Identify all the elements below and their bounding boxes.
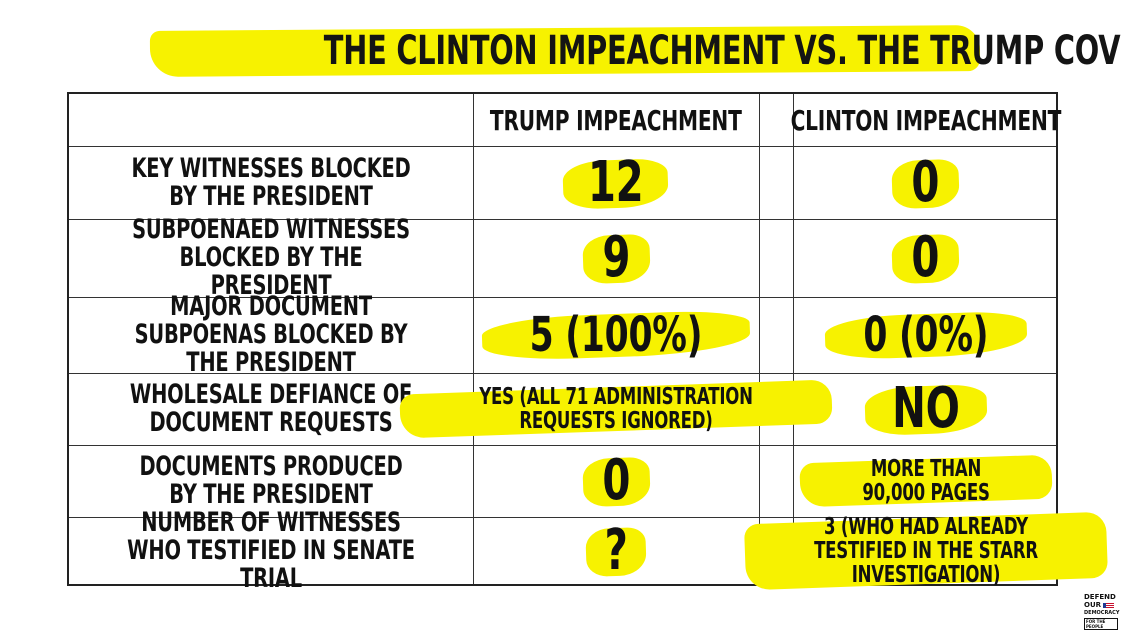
title-banner: THE CLINTON IMPEACHMENT VS. THE TRUMP CO… [149,22,1122,80]
row-label: SUBPOENAED WITNESSES BLOCKED BY THE PRES… [132,214,410,301]
value-highlight: 5 (100%) [496,308,736,362]
value-highlight: MORE THAN 90,000 PAGES [806,457,1046,505]
logo-line2: OUR [1084,601,1118,609]
trump-value: 12 [473,146,759,219]
value-highlight: 0 [597,451,636,511]
clinton-value: 3 (WHO HAD ALREADY TESTIFIED IN THE STAR… [793,515,1058,587]
trump-value: 5 (100%) [473,297,759,373]
logo-tagline: FOR THE PEOPLE [1084,618,1118,630]
column-divider [473,94,474,584]
row-label: DOCUMENTS PRODUCED BY THE PRESIDENT [139,451,403,510]
row-divider [69,445,1056,446]
value-highlight: 9 [597,228,636,288]
row-label: MAJOR DOCUMENT SUBPOENAS BLOCKED BY THE … [134,291,408,378]
logo-line1: DEFEND [1084,593,1116,601]
value-highlight: NO [879,379,973,439]
value-highlight: 3 (WHO HAD ALREADY TESTIFIED IN THE STAR… [751,515,1101,587]
value-highlight: 0 [906,152,945,213]
value-highlight: 0 [906,228,945,288]
trump-value: ? [473,517,759,585]
page-title: THE CLINTON IMPEACHMENT VS. THE TRUMP CO… [323,28,1122,74]
page-title-container: THE CLINTON IMPEACHMENT VS. THE TRUMP CO… [150,22,1122,80]
value-highlight: ? [600,521,632,581]
clinton-value: MORE THAN 90,000 PAGES [793,445,1058,517]
row-divider [69,517,1056,518]
trump-value: 0 [473,445,759,517]
logo-line3: DEMOCRACY [1084,610,1120,616]
value-highlight: 12 [577,152,654,213]
value-highlight: 0 (0%) [839,308,1013,362]
row-divider [69,146,1056,147]
header-clinton: CLINTON IMPEACHMENT [790,103,1061,137]
column-divider [759,94,760,584]
row-divider [69,219,1056,220]
row-label: WHOLESALE DEFIANCE OF DOCUMENT REQUESTS [129,379,413,438]
trump-value: 9 [473,219,759,297]
comparison-table: TRUMP IMPEACHMENT CLINTON IMPEACHMENT KE… [67,92,1061,594]
row-label: NUMBER OF WITNESSES WHO TESTIFIED IN SEN… [127,507,415,594]
row-label: KEY WITNESSES BLOCKED BY THE PRESIDENT [131,152,411,212]
value-highlight: YES (ALL 71 ADMINISTRATION REQUESTS IGNO… [406,385,826,433]
clinton-value: 0 [793,219,1058,297]
flag-icon [1103,602,1115,608]
clinton-value: 0 (0%) [793,297,1058,373]
defend-our-democracy-logo: DEFEND OUR DEMOCRACY FOR THE PEOPLE [1084,593,1120,630]
header-trump: TRUMP IMPEACHMENT [490,103,742,137]
column-divider [793,94,794,584]
clinton-value: NO [793,373,1058,445]
clinton-value: 0 [793,146,1058,219]
trump-value: YES (ALL 71 ADMINISTRATION REQUESTS IGNO… [473,373,759,445]
row-divider [69,373,1056,374]
row-divider [69,297,1056,298]
